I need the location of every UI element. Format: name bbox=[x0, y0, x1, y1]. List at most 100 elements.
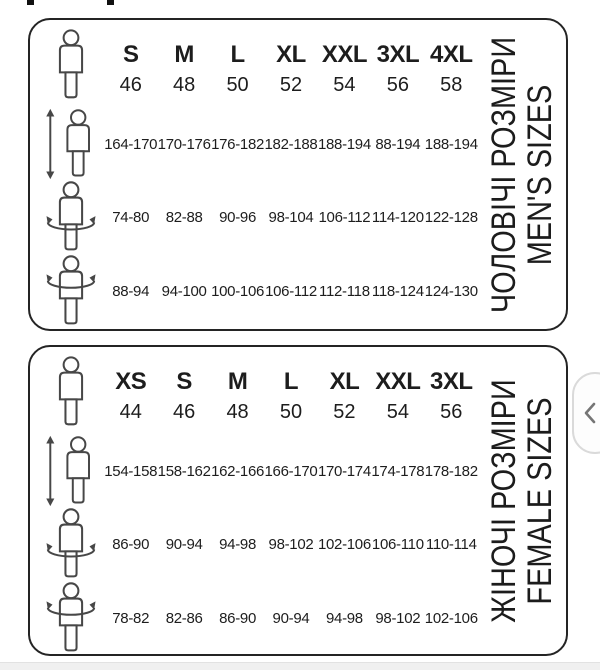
cropped-text-remnant bbox=[27, 0, 34, 5]
measurement-value: 122-128 bbox=[424, 208, 478, 226]
chest-girth-icon bbox=[44, 254, 98, 328]
measurement-value: 88-194 bbox=[375, 135, 421, 153]
measurement-value: 86-90 bbox=[112, 535, 150, 553]
measurement-value: 102-106 bbox=[424, 609, 478, 627]
measurement-value: 110-114 bbox=[425, 535, 477, 553]
size-label: L bbox=[230, 41, 245, 68]
measurement-value: 90-96 bbox=[219, 208, 256, 226]
person-icon bbox=[49, 29, 93, 101]
size-column-header: S 46 bbox=[173, 362, 196, 423]
size-column-header: XXL 54 bbox=[375, 362, 421, 423]
size-column-header: XXL 54 bbox=[321, 35, 368, 96]
size-number: 56 bbox=[386, 74, 409, 96]
size-column-header: 3XL 56 bbox=[430, 362, 473, 423]
measurement-value: 98-104 bbox=[268, 208, 314, 226]
waist-girth-icon bbox=[44, 507, 98, 581]
person-icon bbox=[49, 356, 93, 428]
size-number: 46 bbox=[119, 74, 142, 96]
height-measure-icon bbox=[43, 435, 99, 507]
size-label: XL bbox=[329, 368, 360, 395]
measurement-value: 94-100 bbox=[161, 282, 207, 300]
size-number: 50 bbox=[279, 401, 303, 423]
size-label: S bbox=[122, 41, 139, 68]
size-column-header: M 48 bbox=[226, 362, 249, 423]
size-label: XS bbox=[115, 368, 147, 395]
measurement-value: 178-182 bbox=[424, 462, 478, 480]
mens-size-table: S 46 M 48 L 50 XL 52 XXL 54 3XL 56 4XL 58 164-1… bbox=[28, 18, 568, 331]
mens-table-side-label: ЧОЛОВІЧІ РОЗМІРИ MEN'S SIZES bbox=[478, 20, 566, 329]
measurement-value: 188-194 bbox=[317, 135, 371, 153]
measurement-value: 82-86 bbox=[165, 609, 203, 627]
cropped-text-remnant bbox=[107, 0, 114, 5]
size-label: L bbox=[283, 368, 299, 395]
measurement-value: 98-102 bbox=[268, 535, 314, 553]
measurement-value: 88-94 bbox=[112, 282, 150, 300]
measurement-value: 174-178 bbox=[371, 462, 425, 480]
measurement-value: 102-106 bbox=[317, 535, 371, 553]
measurement-value: 90-94 bbox=[272, 609, 310, 627]
size-number: 54 bbox=[333, 74, 356, 96]
chevron-left-icon bbox=[584, 402, 596, 424]
measurement-value: 100-106 bbox=[211, 282, 265, 300]
womens-size-grid: XS 44 S 46 M 48 L 50 XL 52 XXL 54 3XL 56 154-15… bbox=[30, 347, 478, 654]
size-number: 58 bbox=[440, 74, 463, 96]
table-title-uk: ЖІНОЧІ РОЗМІРИ bbox=[484, 378, 523, 623]
measurement-value: 114-120 bbox=[371, 208, 424, 226]
measurement-value: 98-102 bbox=[375, 609, 421, 627]
measurement-value: 112-118 bbox=[319, 282, 370, 300]
size-label: 3XL bbox=[376, 41, 420, 68]
size-label: 3XL bbox=[430, 368, 473, 395]
size-number: 50 bbox=[226, 74, 249, 96]
size-column-header: 3XL 56 bbox=[376, 35, 420, 96]
table-title-uk: ЧОЛОВІЧІ РОЗМІРИ bbox=[484, 36, 523, 313]
measurement-value: 176-182 bbox=[211, 135, 265, 153]
measurement-value: 154-158 bbox=[104, 462, 158, 480]
size-number: 54 bbox=[386, 401, 409, 423]
size-label: XL bbox=[276, 41, 306, 68]
measurement-value: 118-124 bbox=[371, 282, 424, 300]
size-number: 56 bbox=[440, 401, 463, 423]
measurement-value: 166-170 bbox=[264, 462, 318, 480]
size-number: 48 bbox=[173, 74, 196, 96]
measurement-value: 106-110 bbox=[371, 535, 424, 553]
size-column-header: M 48 bbox=[173, 35, 196, 96]
measurement-value: 162-166 bbox=[211, 462, 265, 480]
size-column-header: S 46 bbox=[119, 35, 142, 96]
table-title-en: FEMALE SIZES bbox=[521, 396, 559, 605]
section-divider bbox=[0, 662, 600, 670]
size-label: XXL bbox=[375, 368, 421, 395]
size-column-header: L 50 bbox=[279, 362, 303, 423]
size-label: M bbox=[227, 368, 248, 395]
size-column-header: 4XL 58 bbox=[430, 35, 473, 96]
size-label: XXL bbox=[321, 41, 368, 68]
waist-girth-icon bbox=[44, 180, 98, 254]
measurement-value: 106-112 bbox=[265, 282, 317, 300]
size-column-header: XL 52 bbox=[276, 35, 306, 96]
size-column-header: XS 44 bbox=[115, 362, 147, 423]
measurement-value: 82-88 bbox=[165, 208, 203, 226]
carousel-prev-button[interactable] bbox=[572, 372, 600, 454]
measurement-value: 74-80 bbox=[112, 208, 150, 226]
measurement-value: 94-98 bbox=[325, 609, 363, 627]
size-label: 4XL bbox=[430, 41, 473, 68]
size-column-header: XL 52 bbox=[329, 362, 360, 423]
table-title-en: MEN'S SIZES bbox=[521, 84, 559, 265]
measurement-value: 170-174 bbox=[317, 462, 371, 480]
measurement-value: 124-130 bbox=[424, 282, 478, 300]
measurement-value: 78-82 bbox=[112, 609, 150, 627]
measurement-value: 86-90 bbox=[219, 609, 256, 627]
measurement-value: 170-176 bbox=[157, 135, 211, 153]
measurement-value: 90-94 bbox=[165, 535, 203, 553]
size-number: 48 bbox=[226, 401, 249, 423]
size-number: 46 bbox=[173, 401, 196, 423]
size-number: 52 bbox=[279, 74, 303, 96]
womens-size-table: XS 44 S 46 M 48 L 50 XL 52 XXL 54 3XL 56 154-15… bbox=[28, 345, 568, 656]
measurement-value: 188-194 bbox=[424, 135, 478, 153]
size-label: S bbox=[176, 368, 192, 395]
height-measure-icon bbox=[43, 108, 99, 180]
mens-size-grid: S 46 M 48 L 50 XL 52 XXL 54 3XL 56 4XL 58 164-1… bbox=[30, 20, 478, 329]
chest-girth-icon bbox=[44, 581, 98, 655]
measurement-value: 94-98 bbox=[219, 535, 256, 553]
size-number: 44 bbox=[119, 401, 142, 423]
size-label: M bbox=[174, 41, 194, 68]
